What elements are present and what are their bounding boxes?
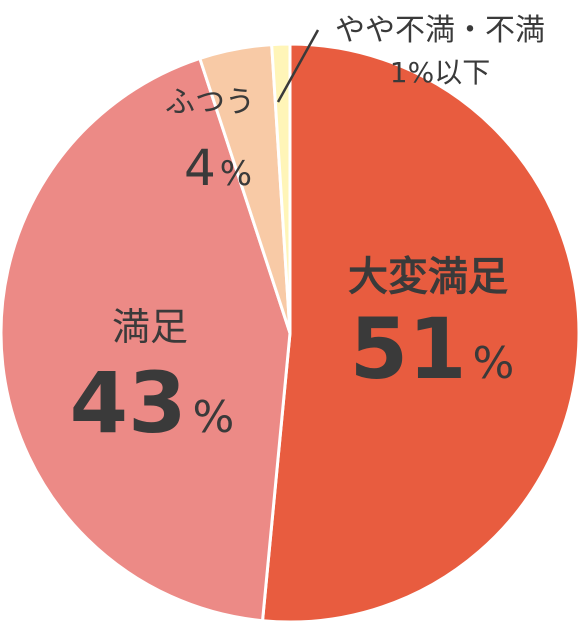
slice-value-very-satisfied: 51% <box>350 300 515 398</box>
slice-dissatisfied <box>270 42 292 335</box>
slice-label-very-satisfied: 大変満足 <box>348 254 508 300</box>
value-very-satisfied: 51 <box>350 300 467 398</box>
slice-label-satisfied: 満足 <box>112 305 188 349</box>
slice-satisfied <box>0 56 292 623</box>
slice-label-neutral: ふつう <box>165 85 255 120</box>
slice-very-satisfied <box>261 42 580 624</box>
slice-label-dissatisfied: やや不満・不満 <box>335 13 545 48</box>
slice-value-dissatisfied: 1%以下 <box>390 56 490 89</box>
pie-slices <box>0 42 580 624</box>
value-satisfied: 43 <box>70 354 187 452</box>
unit-neutral: % <box>220 154 252 194</box>
unit-very-satisfied: % <box>473 338 515 389</box>
unit-satisfied: % <box>193 392 235 443</box>
value-neutral: 4 <box>184 139 216 197</box>
callout-leader-line <box>276 29 320 103</box>
slice-value-neutral: 4% <box>184 139 252 197</box>
slice-value-satisfied: 43% <box>70 354 235 452</box>
